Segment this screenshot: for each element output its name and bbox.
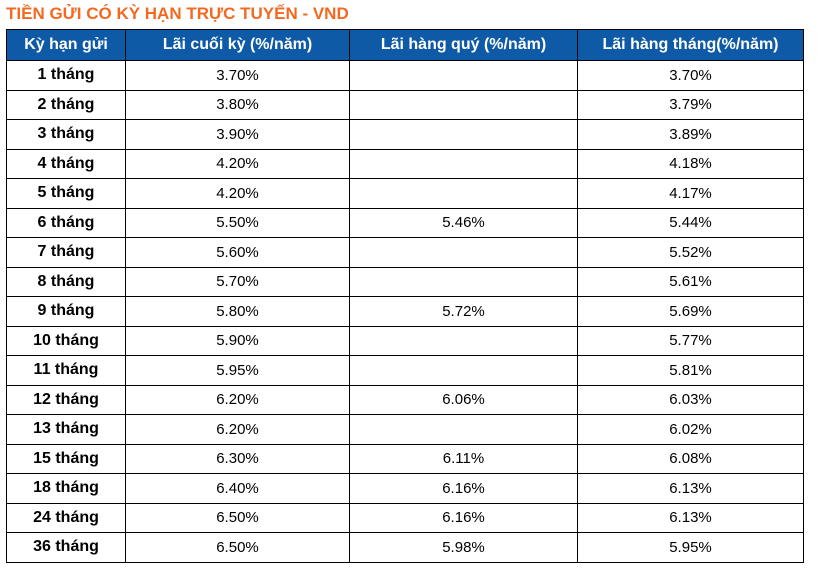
monthly-rate-cell: 6.13% <box>577 502 804 533</box>
table-row: 1 tháng 3.70% 3.70% <box>6 60 804 91</box>
monthly-rate-cell: 3.89% <box>577 119 804 150</box>
monthly-rate-cell: 6.08% <box>577 443 804 474</box>
term-cell: 2 tháng <box>6 89 126 120</box>
interest-rate-table: Kỳ hạn gửi Lãi cuối kỳ (%/năm) Lãi hàng … <box>6 29 804 563</box>
quarterly-rate-cell <box>349 60 578 91</box>
end-of-term-rate-cell: 6.50% <box>125 532 350 563</box>
end-of-term-rate-cell: 5.80% <box>125 296 350 327</box>
monthly-rate-cell: 5.61% <box>577 266 804 297</box>
monthly-rate-cell: 6.03% <box>577 384 804 415</box>
term-cell: 13 tháng <box>6 414 126 445</box>
header-monthly-rate: Lãi hàng tháng(%/năm) <box>577 29 804 61</box>
term-cell: 12 tháng <box>6 384 126 415</box>
quarterly-rate-cell <box>349 119 578 150</box>
term-cell: 36 tháng <box>6 532 126 563</box>
quarterly-rate-cell: 5.46% <box>349 207 578 238</box>
table-row: 11 tháng 5.95% 5.81% <box>6 355 804 386</box>
end-of-term-rate-cell: 5.90% <box>125 325 350 356</box>
quarterly-rate-cell <box>349 178 578 209</box>
end-of-term-rate-cell: 5.70% <box>125 266 350 297</box>
table-row: 8 tháng 5.70% 5.61% <box>6 266 804 297</box>
monthly-rate-cell: 3.70% <box>577 60 804 91</box>
end-of-term-rate-cell: 6.30% <box>125 443 350 474</box>
monthly-rate-cell: 5.44% <box>577 207 804 238</box>
term-cell: 10 tháng <box>6 325 126 356</box>
table-row: 10 tháng 5.90% 5.77% <box>6 325 804 356</box>
term-cell: 8 tháng <box>6 266 126 297</box>
table-row: 7 tháng 5.60% 5.52% <box>6 237 804 268</box>
quarterly-rate-cell <box>349 89 578 120</box>
monthly-rate-cell: 5.81% <box>577 355 804 386</box>
term-cell: 11 tháng <box>6 355 126 386</box>
table-row: 3 tháng 3.90% 3.89% <box>6 119 804 150</box>
end-of-term-rate-cell: 4.20% <box>125 148 350 179</box>
quarterly-rate-cell <box>349 355 578 386</box>
term-cell: 5 tháng <box>6 178 126 209</box>
quarterly-rate-cell <box>349 266 578 297</box>
end-of-term-rate-cell: 3.70% <box>125 60 350 91</box>
quarterly-rate-cell: 5.98% <box>349 532 578 563</box>
table-row: 13 tháng 6.20% 6.02% <box>6 414 804 445</box>
end-of-term-rate-cell: 3.80% <box>125 89 350 120</box>
quarterly-rate-cell: 6.06% <box>349 384 578 415</box>
monthly-rate-cell: 5.77% <box>577 325 804 356</box>
quarterly-rate-cell: 6.11% <box>349 443 578 474</box>
monthly-rate-cell: 3.79% <box>577 89 804 120</box>
table-row: 2 tháng 3.80% 3.79% <box>6 89 804 120</box>
monthly-rate-cell: 5.95% <box>577 532 804 563</box>
monthly-rate-cell: 6.13% <box>577 473 804 504</box>
table-row: 24 tháng 6.50% 6.16% 6.13% <box>6 502 804 533</box>
end-of-term-rate-cell: 5.60% <box>125 237 350 268</box>
end-of-term-rate-cell: 6.20% <box>125 384 350 415</box>
monthly-rate-cell: 5.69% <box>577 296 804 327</box>
quarterly-rate-cell: 6.16% <box>349 502 578 533</box>
monthly-rate-cell: 5.52% <box>577 237 804 268</box>
end-of-term-rate-cell: 3.90% <box>125 119 350 150</box>
monthly-rate-cell: 4.17% <box>577 178 804 209</box>
term-cell: 9 tháng <box>6 296 126 327</box>
term-cell: 24 tháng <box>6 502 126 533</box>
quarterly-rate-cell <box>349 325 578 356</box>
term-cell: 18 tháng <box>6 473 126 504</box>
table-row: 4 tháng 4.20% 4.18% <box>6 148 804 179</box>
quarterly-rate-cell: 6.16% <box>349 473 578 504</box>
quarterly-rate-cell <box>349 414 578 445</box>
quarterly-rate-cell <box>349 237 578 268</box>
table-row: 15 tháng 6.30% 6.11% 6.08% <box>6 443 804 474</box>
end-of-term-rate-cell: 5.50% <box>125 207 350 238</box>
table-row: 9 tháng 5.80% 5.72% 5.69% <box>6 296 804 327</box>
term-cell: 6 tháng <box>6 207 126 238</box>
monthly-rate-cell: 4.18% <box>577 148 804 179</box>
quarterly-rate-cell <box>349 148 578 179</box>
table-row: 5 tháng 4.20% 4.17% <box>6 178 804 209</box>
table-header-row: Kỳ hạn gửi Lãi cuối kỳ (%/năm) Lãi hàng … <box>6 29 804 61</box>
table-row: 36 tháng 6.50% 5.98% 5.95% <box>6 532 804 563</box>
monthly-rate-cell: 6.02% <box>577 414 804 445</box>
term-cell: 7 tháng <box>6 237 126 268</box>
term-cell: 1 tháng <box>6 60 126 91</box>
term-cell: 4 tháng <box>6 148 126 179</box>
quarterly-rate-cell: 5.72% <box>349 296 578 327</box>
term-cell: 15 tháng <box>6 443 126 474</box>
header-end-of-term-rate: Lãi cuối kỳ (%/năm) <box>125 29 350 61</box>
header-quarterly-rate: Lãi hàng quý (%/năm) <box>349 29 578 61</box>
end-of-term-rate-cell: 5.95% <box>125 355 350 386</box>
end-of-term-rate-cell: 6.40% <box>125 473 350 504</box>
term-cell: 3 tháng <box>6 119 126 150</box>
end-of-term-rate-cell: 6.20% <box>125 414 350 445</box>
table-row: 6 tháng 5.50% 5.46% 5.44% <box>6 207 804 238</box>
page-title: TIỀN GỬI CÓ KỲ HẠN TRỰC TUYẾN - VND <box>6 4 349 23</box>
header-term: Kỳ hạn gửi <box>6 29 126 61</box>
table-row: 12 tháng 6.20% 6.06% 6.03% <box>6 384 804 415</box>
table-row: 18 tháng 6.40% 6.16% 6.13% <box>6 473 804 504</box>
end-of-term-rate-cell: 6.50% <box>125 502 350 533</box>
end-of-term-rate-cell: 4.20% <box>125 178 350 209</box>
